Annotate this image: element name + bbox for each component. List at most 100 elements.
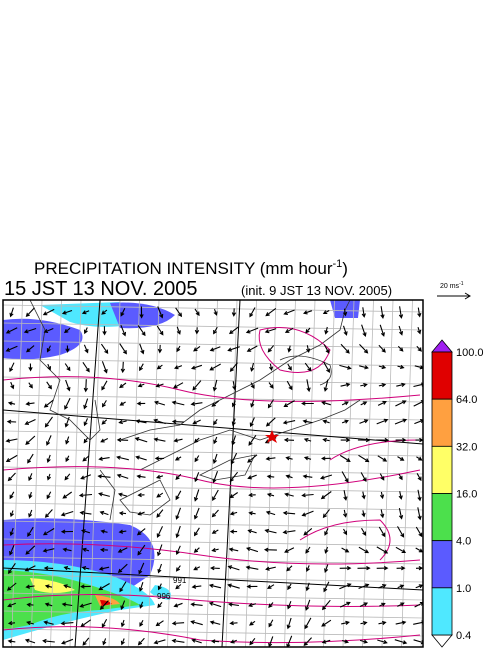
grid-line (3, 538, 423, 547)
wind-arrow (359, 365, 369, 370)
wind-arrow (46, 491, 52, 500)
wind-arrow (25, 401, 35, 406)
wind-arrow (175, 525, 181, 539)
wind-arrow (361, 307, 366, 318)
wind-arrow (398, 325, 404, 336)
wind-arrow (213, 326, 218, 335)
wind-arrow (246, 345, 258, 352)
init-time: (init. 9 JST 13 NOV. 2005) (241, 283, 392, 298)
wind-arrow (116, 437, 129, 443)
wind-arrow (287, 345, 292, 353)
wind-arrow (139, 620, 144, 627)
wind-arrow (7, 472, 16, 482)
wind-arrow (9, 307, 14, 318)
wind-arrow (340, 382, 351, 387)
wind-arrow (6, 582, 17, 591)
wind-arrow (208, 583, 222, 589)
wind-arrow (357, 566, 371, 571)
wind-arrow (378, 364, 387, 370)
wind-arrow (250, 362, 255, 372)
wind-arrow (265, 307, 277, 317)
wind-arrow (83, 344, 89, 354)
wind-arrow (9, 544, 15, 556)
wind-arrow (302, 474, 313, 479)
wind-arrow (191, 638, 202, 644)
wind-arrow (340, 437, 351, 443)
wind-arrow (136, 528, 146, 536)
wind-arrow (62, 491, 73, 499)
colorbar-label: 100.0 (456, 347, 484, 359)
wind-arrow (28, 509, 33, 518)
wind-arrow (46, 435, 52, 446)
wind-arrow (99, 547, 108, 553)
wind-arrow (137, 511, 145, 516)
grid-line (3, 304, 423, 313)
wind-arrow (209, 346, 221, 352)
wind-arrow (155, 383, 164, 388)
wind-arrow (343, 528, 348, 536)
wind-arrow (323, 344, 330, 354)
wind-arrow (378, 620, 387, 626)
wind-arrow (227, 602, 239, 607)
wind-arrow (173, 438, 183, 443)
wind-arrow (397, 602, 405, 607)
wind-arrow (341, 639, 350, 644)
wind-arrow (213, 436, 218, 445)
wind-arrow (7, 620, 16, 626)
wind-arrow (380, 306, 385, 319)
wind-arrow (60, 510, 74, 517)
wind-arrow (321, 456, 331, 461)
wind-arrow (44, 509, 53, 518)
wind-arrow (263, 547, 277, 552)
wind-arrow (305, 327, 311, 334)
wind-arrow (249, 637, 256, 646)
wind-arrow (229, 529, 238, 534)
wind-arrow (359, 602, 369, 607)
vector-scale-arrow (437, 292, 471, 300)
wind-arrow (117, 563, 128, 573)
wind-arrow (138, 582, 144, 592)
grid-line (284, 300, 296, 647)
wind-arrow (339, 583, 352, 590)
colorbar-label: 4.0 (456, 536, 471, 548)
wind-arrow (192, 419, 201, 425)
wind-arrow (397, 364, 405, 370)
wind-arrow (416, 473, 422, 482)
wind-arrow (82, 361, 90, 373)
wind-arrow (101, 380, 108, 391)
wind-arrow (5, 454, 18, 462)
wind-arrow (265, 456, 276, 461)
wind-arrow (360, 382, 368, 388)
wind-arrow (193, 566, 201, 571)
wind-arrow (285, 456, 293, 461)
wind-arrow (192, 380, 202, 391)
wind-arrow (231, 400, 236, 408)
wind-arrow (118, 511, 127, 516)
wind-arrow (100, 529, 108, 534)
wind-arrow (396, 382, 406, 388)
vector-scale: 20 ms-1 (440, 281, 464, 290)
wind-arrow (229, 621, 238, 626)
wind-arrow (154, 400, 166, 406)
wind-arrow (79, 510, 92, 516)
wind-arrow (211, 509, 219, 518)
wind-arrow (341, 547, 350, 553)
grid-line (206, 300, 218, 647)
wind-arrow (306, 379, 311, 393)
wind-arrow (176, 326, 181, 335)
grid-line (264, 300, 277, 647)
wind-arrow (194, 308, 200, 317)
wind-arrow (305, 565, 310, 573)
colorbar-segment (431, 445, 453, 494)
wind-arrow (341, 620, 350, 626)
wind-arrow (102, 638, 107, 646)
wind-arrow (46, 454, 51, 463)
wind-arrow (117, 547, 128, 553)
wind-arrow (82, 547, 90, 552)
wind-arrow (98, 566, 110, 571)
wind-arrow (415, 566, 423, 571)
wind-arrow (102, 326, 107, 336)
wind-arrow (134, 437, 148, 443)
wind-arrow (397, 526, 405, 538)
wind-arrow (359, 419, 369, 424)
